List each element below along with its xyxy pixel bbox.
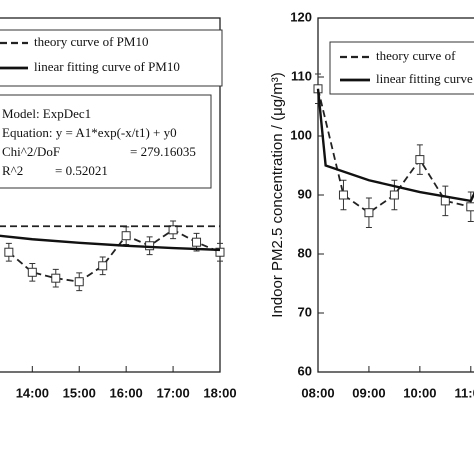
annotation-line: Equation: y = A1*exp(-x/t1) + y0 <box>2 125 177 140</box>
plot: 14:00 15:00 16:00 17:00 18:00 <box>0 17 237 400</box>
data-point <box>4 247 14 257</box>
x-tick-label: 09:00 <box>352 385 385 400</box>
data-point <box>389 190 399 200</box>
y-tick-label: 80 <box>298 245 312 260</box>
data-point <box>98 261 108 271</box>
x-tick-label: 15:00 <box>63 385 96 400</box>
legend-box <box>0 29 223 87</box>
series-line <box>8 228 221 283</box>
annotation-line: Model: ExpDec1 <box>2 106 91 121</box>
y-axis-label: Indoor PM2.5 concentration / (μg/m³) <box>269 72 286 317</box>
y-tick-label: 60 <box>298 363 312 378</box>
x-tick-label: 18:00 <box>203 385 236 400</box>
y-tick-label: 120 <box>290 9 312 24</box>
series-line <box>316 88 474 203</box>
plot: 08:00 09:00 10:00 11:00 60 70 80 90 100 110 120 <box>290 9 474 400</box>
annotation-line: R^2 <box>2 163 23 178</box>
y-tick-label: 100 <box>290 127 312 142</box>
legend-label: theory curve of <box>376 48 456 63</box>
data-point <box>215 247 225 257</box>
data-point <box>338 190 348 200</box>
legend-label: theory curve of PM10 <box>34 34 148 49</box>
y-tick-label: 70 <box>298 304 312 319</box>
x-tick-label: 08:00 <box>301 385 334 400</box>
annotation-line: = 0.52021 <box>55 163 108 178</box>
data-point <box>192 237 202 247</box>
x-tick-label: 16:00 <box>110 385 143 400</box>
annotation-line: Chi^2/DoF <box>2 144 60 159</box>
legend-box <box>329 41 474 95</box>
legend-label: linear fitting curve <box>376 71 473 86</box>
annotation-line: = 279.16035 <box>130 144 196 159</box>
y-tick-label: 90 <box>298 186 312 201</box>
plot-frame <box>0 17 221 373</box>
data-point <box>27 267 37 277</box>
x-tick-label: 17:00 <box>156 385 189 400</box>
series-line <box>0 234 221 252</box>
x-tick-label: 14:00 <box>16 385 49 400</box>
data-point <box>168 225 178 235</box>
annotation-box <box>0 94 212 189</box>
data-point <box>364 208 374 218</box>
data-point <box>51 273 61 283</box>
data-point <box>466 202 474 212</box>
legend-label: linear fitting curve of PM10 <box>34 59 180 74</box>
data-point <box>121 231 131 241</box>
x-tick-label: 10:00 <box>403 385 436 400</box>
data-point <box>415 155 425 165</box>
data-point <box>74 277 84 287</box>
y-tick-label: 110 <box>291 68 312 83</box>
x-tick-label: 11:00 <box>455 385 474 400</box>
